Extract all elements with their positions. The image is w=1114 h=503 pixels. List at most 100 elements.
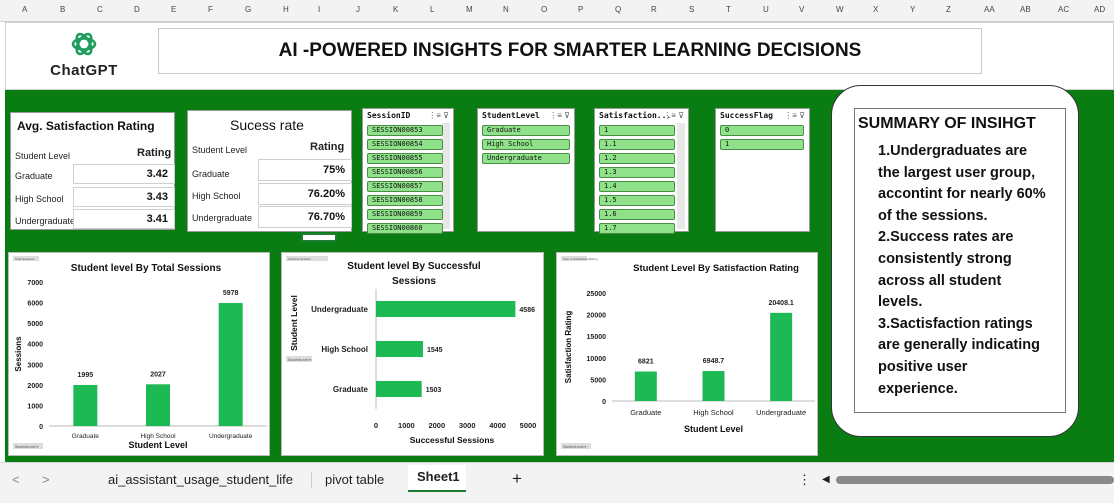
slicer-item[interactable]: SESSION00856 <box>367 167 443 178</box>
selected-cell[interactable] <box>301 233 337 242</box>
slicer-item[interactable]: 0 <box>720 125 804 136</box>
chart-successful-sessions[interactable]: Success Session StudentLevel ▾ Student lev… <box>281 252 544 456</box>
data-label: 6948.7 <box>703 358 725 365</box>
column-header[interactable]: AB <box>1020 5 1031 14</box>
slicer-item[interactable]: 1.6 <box>599 209 675 220</box>
column-header[interactable]: O <box>541 5 548 14</box>
chart-filter-label: StudentLevel ▾ <box>15 445 38 449</box>
column-header[interactable]: E <box>171 5 177 14</box>
slicer-item[interactable]: 1.5 <box>599 195 675 206</box>
scroll-left-icon[interactable]: < <box>12 472 20 487</box>
y-tick-label: 1000 <box>27 403 43 410</box>
slicer-item[interactable]: 1.2 <box>599 153 675 164</box>
bar <box>146 384 170 426</box>
x-axis-title: Student Level <box>128 440 187 450</box>
slicer-item[interactable]: 1 <box>599 125 675 136</box>
slicer-item[interactable]: SESSION00854 <box>367 139 443 150</box>
slicer-item[interactable]: SESSION00858 <box>367 195 443 206</box>
column-header[interactable]: U <box>763 5 769 14</box>
tab-sheet1-active[interactable] <box>408 465 466 492</box>
slicer-satisfaction[interactable]: Satisfaction... ⋮≡ ⊽ 1 1.1 1.2 1.3 1.4 1.5 1.6… <box>594 108 689 234</box>
column-header[interactable]: C <box>97 5 103 14</box>
slicer-item[interactable]: 1.3 <box>599 167 675 178</box>
slicer-filter-icon[interactable]: ⋮≡ ⊽ <box>784 111 805 120</box>
slicer-item[interactable]: Graduate <box>482 125 570 136</box>
data-label: 1995 <box>78 372 94 379</box>
chart-tag <box>286 256 328 261</box>
bar <box>634 371 657 401</box>
chart-satisfaction-rating[interactable]: Sum of SatisfactionRating StudentLevel ▾ S… <box>556 252 818 456</box>
slicer-studentlevel[interactable]: StudentLevel ⋮≡ ⊽ Graduate High School Und… <box>477 108 575 232</box>
column-header[interactable]: V <box>799 5 805 14</box>
column-header[interactable]: G <box>245 5 252 14</box>
column-header[interactable]: H <box>283 5 289 14</box>
slicer-item[interactable]: 1 <box>720 139 804 150</box>
column-header[interactable]: B <box>60 5 66 14</box>
x-tick-label: Graduate <box>72 433 99 440</box>
column-header[interactable]: AC <box>1058 5 1070 14</box>
column-header[interactable]: P <box>578 5 584 14</box>
column-header[interactable]: R <box>651 5 657 14</box>
slicer-item[interactable]: SESSION00860 <box>367 223 443 234</box>
success-rate-table[interactable]: Sucess rate Student Level Rating Graduat… <box>187 110 352 232</box>
column-header[interactable]: D <box>134 5 140 14</box>
tab-usage-data[interactable]: ai_assistant_usage_student_life <box>108 472 294 487</box>
column-header[interactable]: N <box>503 5 509 14</box>
column-header[interactable]: M <box>466 5 473 14</box>
column-header[interactable]: W <box>836 5 844 14</box>
column-header[interactable]: X <box>873 5 879 14</box>
column-header[interactable]: AA <box>984 5 995 14</box>
add-sheet-icon[interactable]: + <box>512 469 522 488</box>
y-tick-label: 25000 <box>587 291 607 298</box>
column-header[interactable]: Y <box>910 5 916 14</box>
column-header[interactable]: I <box>318 5 321 14</box>
column-header[interactable]: Q <box>615 5 622 14</box>
row-label: Graduate <box>15 171 53 181</box>
slicer-item[interactable]: 1.4 <box>599 181 675 192</box>
more-options-icon[interactable]: ⋮ <box>798 472 811 487</box>
column-header[interactable]: J <box>356 5 360 14</box>
slicer-filter-icon[interactable]: ⋮≡ ⊽ <box>549 111 570 120</box>
slicer-item[interactable]: SESSION00855 <box>367 153 443 164</box>
slicer-successflag[interactable]: SuccessFlag ⋮≡ ⊽ 0 1 <box>715 108 810 232</box>
slicer-item[interactable]: SESSION00857 <box>367 181 443 192</box>
tab-pivot-table[interactable]: pivot table <box>325 472 385 487</box>
column-header[interactable]: S <box>689 5 695 14</box>
y-tick-label: 3000 <box>27 362 43 369</box>
column-header[interactable]: L <box>430 5 435 14</box>
chart-filter-button <box>286 356 312 362</box>
slicer-item[interactable]: High School <box>482 139 570 150</box>
slicer-item[interactable]: SESSION00853 <box>367 125 443 136</box>
slicer-scrollbar[interactable] <box>442 123 450 229</box>
horizontal-scrollbar[interactable] <box>836 476 1114 484</box>
chart-total-sessions[interactable]: Total Sessions StudentLevel ▾ Student leve… <box>8 252 270 456</box>
column-header[interactable]: AD <box>1094 5 1106 14</box>
x-tick-label: 3000 <box>459 421 476 430</box>
slicer-filter-icon[interactable]: ⋮≡ ⊽ <box>428 111 449 120</box>
slicer-item[interactable]: 1.7 <box>599 223 675 234</box>
summary-line: levels. <box>878 294 923 311</box>
hscroll-left-icon[interactable]: ◀ <box>822 474 830 485</box>
tab-sheet1[interactable]: Sheet1 <box>417 469 460 484</box>
col-header-level: Student Level <box>15 151 71 161</box>
column-header[interactable]: Z <box>946 5 951 14</box>
column-header[interactable]: K <box>393 5 399 14</box>
column-header[interactable]: F <box>208 5 213 14</box>
status-bar <box>0 496 1114 503</box>
slicer-sessionid[interactable]: SessionID ⋮≡ ⊽ SESSION00853 SESSION00854 S… <box>362 108 454 234</box>
x-tick-label: 4000 <box>489 421 506 430</box>
slicer-item[interactable]: Undergraduate <box>482 153 570 164</box>
x-tick-label: Undergraduate <box>209 433 253 440</box>
slicer-filter-icon[interactable]: ⋮≡ ⊽ <box>663 111 684 120</box>
slicer-scrollbar[interactable] <box>677 123 685 229</box>
row-value: 75% <box>258 159 352 181</box>
scroll-right-icon[interactable]: > <box>42 472 50 487</box>
slicer-item[interactable]: 1.1 <box>599 139 675 150</box>
openai-knot-icon <box>71 32 97 56</box>
column-header[interactable]: A <box>22 5 28 14</box>
slicer-item[interactable]: SESSION00859 <box>367 209 443 220</box>
col-header-rating: Rating <box>137 147 172 159</box>
avg-satisfaction-table[interactable]: Avg. Satisfaction Rating Student Level R… <box>10 112 175 230</box>
row-value: 3.42 <box>73 164 175 184</box>
column-header[interactable]: T <box>726 5 731 14</box>
